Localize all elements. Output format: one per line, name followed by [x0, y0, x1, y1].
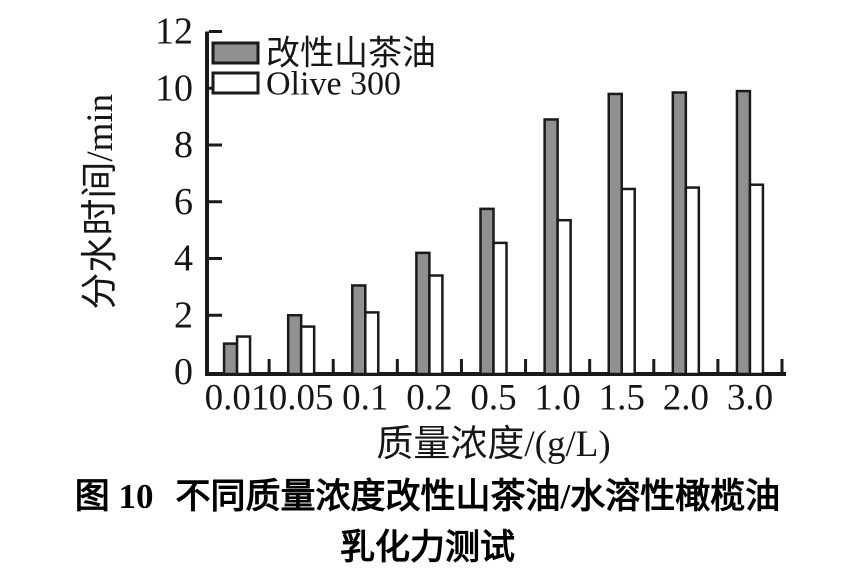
- bar-series0-1.0: [543, 118, 559, 376]
- x-tick-label-0.05: 0.05: [269, 378, 334, 419]
- legend-swatch-0: [211, 41, 260, 65]
- x-tick-6: [588, 359, 592, 372]
- y-tick-label-4: 4: [174, 238, 193, 280]
- bar-series1-2.0: [684, 186, 701, 376]
- y-tick-4: [209, 257, 222, 260]
- x-tick-label-1.5: 1.5: [599, 378, 645, 419]
- y-tick-label-10: 10: [155, 67, 193, 109]
- y-tick-6: [209, 200, 222, 204]
- y-tick-label-12: 12: [155, 11, 193, 53]
- bar-series0-1.5: [607, 92, 623, 376]
- bar-series0-0.5: [479, 207, 495, 376]
- y-tick-8: [209, 143, 222, 147]
- figure-caption: 图 10 不同质量浓度改性山茶油/水溶性橄榄油 乳化力测试: [0, 472, 855, 574]
- bar-series1-3.0: [748, 183, 765, 376]
- x-tick-1: [267, 359, 271, 372]
- x-tick-3: [395, 359, 399, 372]
- x-tick-4: [459, 359, 463, 372]
- x-tick-label-0.5: 0.5: [470, 378, 516, 419]
- x-axis-title: 质量浓度/(g/L): [376, 423, 610, 465]
- x-tick-label-3.0: 3.0: [727, 378, 773, 419]
- bar-series0-0.05: [286, 314, 303, 376]
- x-tick-9: [780, 359, 784, 372]
- x-tick-5: [524, 359, 528, 372]
- y-axis-line: [205, 31, 209, 376]
- x-tick-label-2.0: 2.0: [663, 378, 709, 419]
- bar-series1-0.05: [299, 325, 316, 376]
- bar-series0-0.2: [415, 251, 431, 376]
- legend-swatch-1: [211, 71, 260, 95]
- x-tick-label-0.2: 0.2: [406, 378, 452, 419]
- bar-series1-0.01: [235, 335, 252, 376]
- bar-series0-3.0: [735, 89, 752, 376]
- legend-label-1: Olive 300: [266, 66, 401, 103]
- figure-number: 图 10: [74, 477, 154, 516]
- caption-title: 不同质量浓度改性山茶油/水溶性橄榄油: [175, 477, 781, 516]
- bar-series1-0.2: [428, 274, 444, 376]
- caption-line2: 乳化力测试: [339, 528, 515, 567]
- x-tick-7: [652, 359, 656, 372]
- y-tick-12: [209, 30, 222, 33]
- bar-series0-0.1: [351, 284, 367, 376]
- y-tick-label-2: 2: [174, 294, 193, 336]
- x-tick-label-1.0: 1.0: [534, 378, 580, 419]
- y-tick-label-0: 0: [174, 351, 193, 393]
- bar-series1-0.1: [364, 311, 380, 376]
- x-tick-label-0.01: 0.01: [205, 378, 270, 419]
- bar-series1-1.5: [620, 187, 636, 376]
- bar-series1-1.0: [556, 218, 572, 376]
- y-tick-label-6: 6: [174, 181, 193, 223]
- bar-series1-0.5: [492, 241, 508, 376]
- y-tick-label-8: 8: [174, 124, 193, 166]
- x-tick-2: [331, 359, 335, 372]
- emulsification-bar-chart: 0 2 4 6 8 10 12 0.01 0.05 0.1 0.2 0.5 1.0 1.5 2.0 3.0 质量…: [80, 11, 786, 465]
- y-axis-title: 分水时间/min: [80, 94, 121, 310]
- caption-line1: 图 10 不同质量浓度改性山茶油/水溶性橄榄油: [0, 472, 855, 522]
- legend-label-0: 改性山茶油: [266, 35, 436, 73]
- bar-series0-2.0: [671, 91, 688, 376]
- bar-series0-0.01: [222, 342, 239, 376]
- y-tick-2: [209, 313, 222, 317]
- x-tick-8: [716, 359, 720, 372]
- x-tick-label-0.1: 0.1: [342, 378, 388, 419]
